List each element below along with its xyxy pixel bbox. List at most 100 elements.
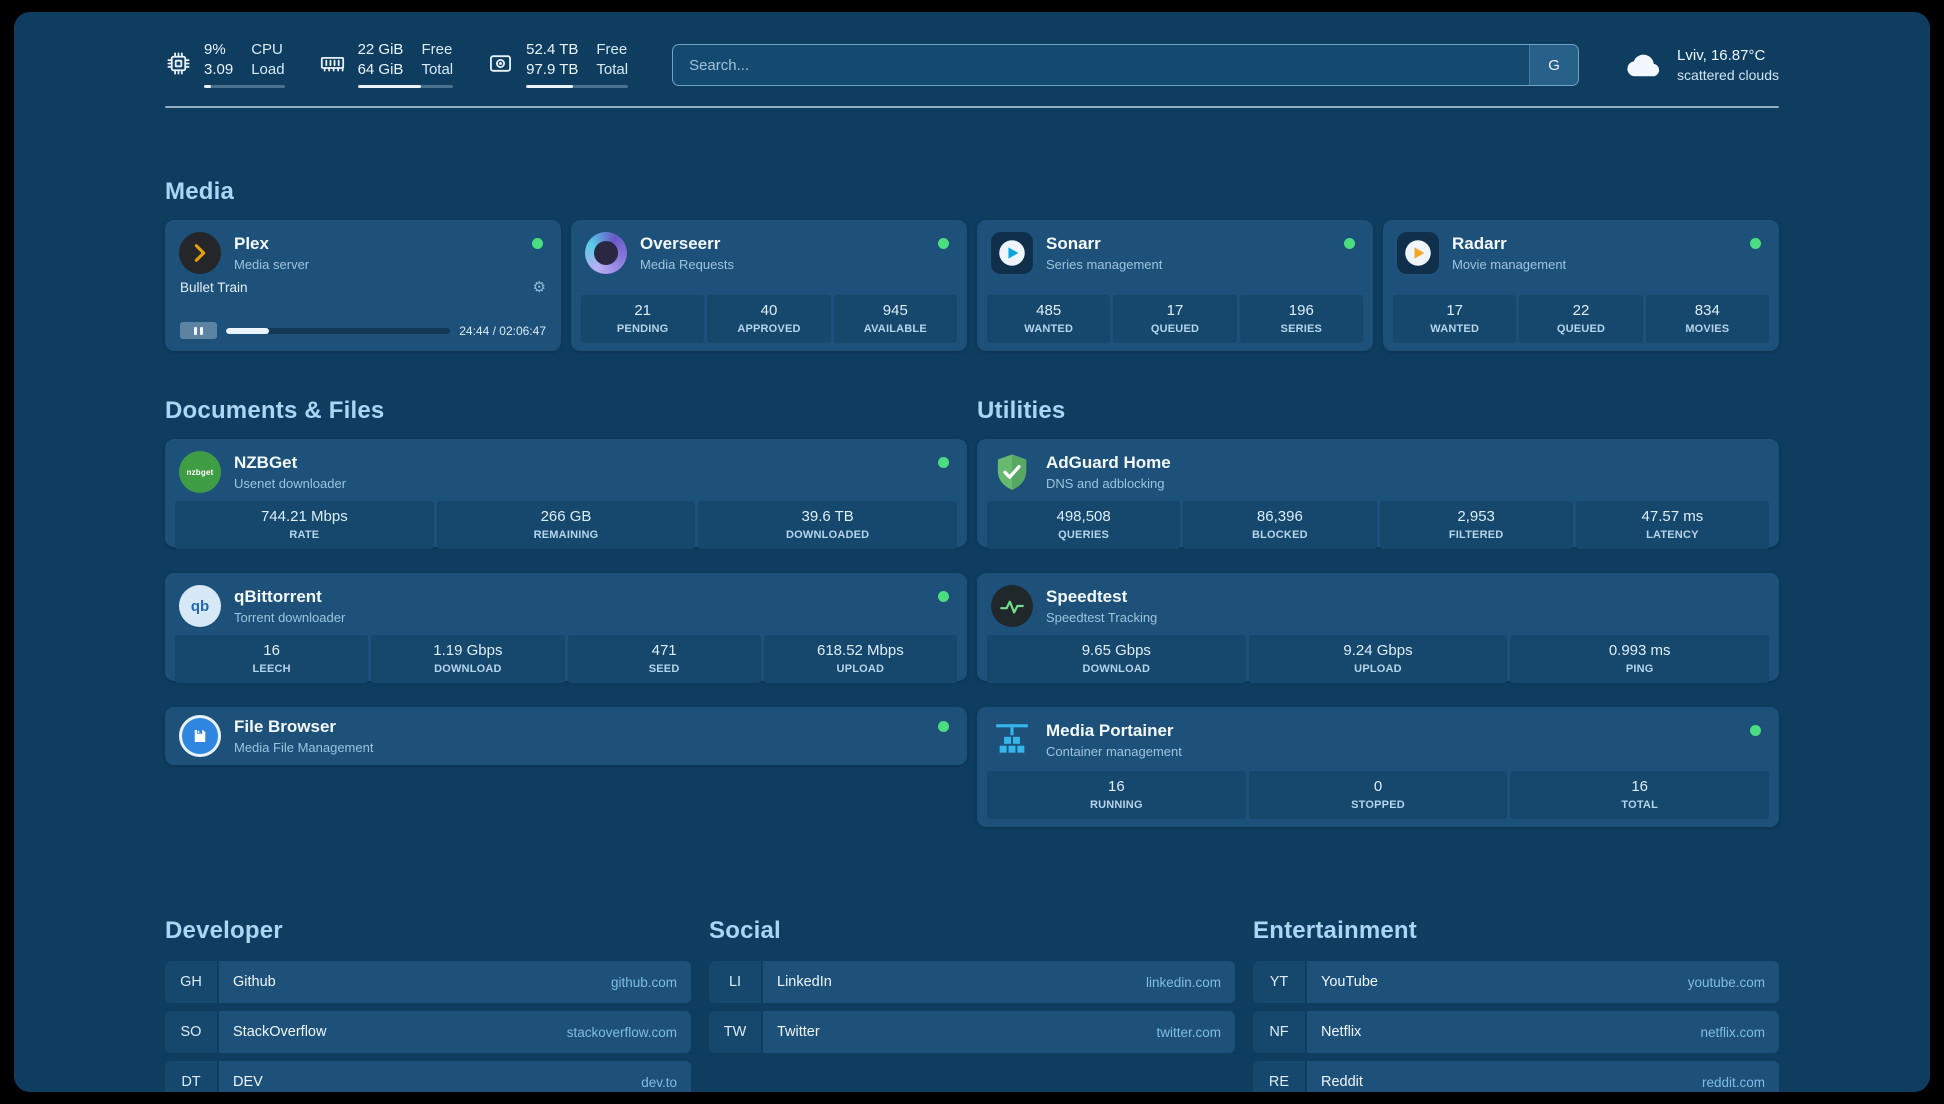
sonarr-icon	[991, 232, 1033, 274]
qbittorrent-icon: qb	[179, 585, 221, 627]
service-subtitle: Series management	[1046, 256, 1163, 272]
memory-free-value: 22 GiB	[357, 41, 404, 58]
service-stats: 498,508 QUERIES 86,396 BLOCKED 2,953 FIL…	[987, 501, 1769, 549]
service-card-adguard[interactable]: AdGuard Home DNS and adblocking 498,508 …	[977, 439, 1779, 549]
stat-blocked: 86,396 BLOCKED	[1183, 501, 1377, 549]
now-playing-row: Bullet Train ⚙	[175, 278, 551, 295]
now-playing-progress: 24:44 / 02:06:47	[175, 322, 551, 343]
service-card-filebrowser[interactable]: File Browser Media File Management	[165, 707, 967, 765]
stat-pending: 21 PENDING	[581, 295, 705, 343]
bookmark-dev[interactable]: DT DEV dev.to	[165, 1061, 691, 1092]
status-dot	[532, 238, 543, 249]
disk-free-value: 52.4 TB	[526, 41, 579, 58]
search-input[interactable]	[672, 44, 1580, 86]
service-card-nzbget[interactable]: nzbget NZBGet Usenet downloader 744.21 M…	[165, 439, 967, 549]
bookmark-stackoverflow[interactable]: SO StackOverflow stackoverflow.com	[165, 1011, 691, 1053]
service-subtitle: Movie management	[1452, 256, 1567, 272]
bookmark-twitter[interactable]: TW Twitter twitter.com	[709, 1011, 1235, 1053]
status-dot	[938, 238, 949, 249]
service-name: Sonarr	[1046, 234, 1101, 254]
stat-wanted: 485 WANTED	[987, 295, 1111, 343]
stat-rate: 744.21 Mbps RATE	[175, 501, 434, 549]
stat-stopped: 0 STOPPED	[1248, 771, 1508, 819]
section-heading-media: Media	[165, 178, 235, 205]
service-subtitle: Torrent downloader	[234, 609, 346, 625]
stat-ping: 0.993 ms PING	[1510, 635, 1770, 683]
memory-progress-bar	[357, 85, 454, 88]
search-bar: G	[672, 44, 1580, 86]
service-card-speedtest[interactable]: Speedtest Speedtest Tracking 9.65 Gbps D…	[977, 573, 1779, 683]
status-dot	[1344, 238, 1355, 249]
service-stats: 17 WANTED 22 QUEUED 834 MOVIES	[1393, 295, 1769, 343]
section-heading-social: Social	[709, 917, 781, 944]
memory-widget: 22 GiB Free 64 GiB Total	[319, 41, 454, 88]
status-dot	[938, 591, 949, 602]
speedtest-icon	[991, 585, 1033, 627]
bookmark-youtube[interactable]: YT YouTube youtube.com	[1253, 961, 1779, 1003]
bookmark-netflix[interactable]: NF Netflix netflix.com	[1253, 1011, 1779, 1053]
service-name: Media Portainer	[1046, 721, 1174, 741]
stat-download: 1.19 Gbps DOWNLOAD	[371, 635, 565, 683]
service-stats: 21 PENDING 40 APPROVED 945 AVAILABLE	[581, 295, 957, 343]
stat-downloaded: 39.6 TB DOWNLOADED	[698, 501, 958, 549]
service-name: NZBGet	[234, 453, 298, 473]
adguard-icon	[991, 451, 1033, 493]
cpu-load-label: Load	[251, 60, 285, 78]
stat-upload: 618.52 Mbps UPLOAD	[763, 635, 957, 683]
stat-series: 196 SERIES	[1239, 295, 1363, 343]
memory-free-label: Free	[421, 41, 453, 58]
memory-icon	[319, 50, 346, 77]
service-stats: 744.21 Mbps RATE 266 GB REMAINING 39.6 T…	[175, 501, 958, 549]
service-stats: 485 WANTED 17 QUEUED 196 SERIES	[987, 295, 1363, 343]
service-card-sonarr[interactable]: Sonarr Series management 485 WANTED 17 Q…	[977, 220, 1373, 351]
service-name: Plex	[234, 234, 269, 254]
stat-queries: 498,508 QUERIES	[987, 501, 1181, 549]
section-heading-utilities: Utilities	[977, 397, 1066, 424]
disk-progress-bar	[526, 85, 629, 88]
service-card-overseerr[interactable]: Overseerr Media Requests 21 PENDING 40 A…	[571, 220, 967, 351]
memory-total-label: Total	[421, 60, 454, 78]
weather-widget: Lviv, 16.87°C scattered clouds	[1623, 46, 1779, 83]
service-card-radarr[interactable]: Radarr Movie management 17 WANTED 22 QUE…	[1383, 220, 1779, 351]
service-name: File Browser	[234, 717, 337, 737]
bookmark-linkedin[interactable]: LI LinkedIn linkedin.com	[709, 961, 1235, 1003]
service-subtitle: Media server	[234, 256, 310, 272]
search-engine-button[interactable]: G	[1529, 45, 1579, 85]
bookmark-github[interactable]: GH Github github.com	[165, 961, 691, 1003]
now-playing-title: Bullet Train	[180, 280, 248, 295]
bookmark-group-developer: Developer GH Github github.com SO StackO…	[165, 917, 691, 1092]
filebrowser-icon	[179, 715, 221, 757]
service-stats: 9.65 Gbps DOWNLOAD 9.24 Gbps UPLOAD 0.99…	[987, 635, 1770, 683]
cpu-usage-value: 9%	[204, 41, 226, 58]
disk-widget: 52.4 TB Free 97.9 TB Total	[487, 41, 629, 88]
stat-download: 9.65 Gbps DOWNLOAD	[987, 635, 1246, 683]
nzbget-icon: nzbget	[179, 451, 221, 493]
stat-queued: 17 QUEUED	[1113, 295, 1237, 343]
portainer-icon	[991, 719, 1033, 761]
dashboard-window: 9% CPU 3.09 Load	[14, 12, 1930, 1092]
stat-running: 16 RUNNING	[987, 771, 1246, 819]
stat-movies: 834 MOVIES	[1645, 295, 1769, 343]
service-stats: 16 RUNNING 0 STOPPED 16 TOTAL	[987, 771, 1770, 819]
disk-total-value: 97.9 TB	[526, 60, 579, 78]
stat-filtered: 2,953 FILTERED	[1379, 501, 1573, 549]
disk-free-label: Free	[596, 41, 628, 58]
gear-icon[interactable]: ⚙	[532, 279, 546, 296]
stat-queued: 22 QUEUED	[1519, 295, 1643, 343]
cpu-load-value: 3.09	[204, 60, 234, 78]
memory-total-value: 64 GiB	[357, 60, 404, 78]
service-card-portainer[interactable]: Media Portainer Container management 16 …	[977, 707, 1779, 827]
header-divider	[165, 106, 1779, 108]
cpu-progress-bar	[204, 85, 285, 88]
service-subtitle: Container management	[1046, 743, 1182, 759]
service-subtitle: Media File Management	[234, 739, 374, 755]
status-dot	[1750, 725, 1761, 736]
service-card-qbittorrent[interactable]: qb qBittorrent Torrent downloader 16 LEE…	[165, 573, 967, 683]
service-name: Overseerr	[640, 234, 721, 254]
playback-progress-bar[interactable]	[226, 327, 451, 334]
service-card-plex[interactable]: Plex Media server Bullet Train ⚙	[165, 220, 561, 351]
radarr-icon	[1397, 232, 1439, 274]
bookmark-reddit[interactable]: RE Reddit reddit.com	[1253, 1061, 1779, 1092]
pause-button[interactable]	[180, 322, 217, 339]
status-dot	[1750, 238, 1761, 249]
